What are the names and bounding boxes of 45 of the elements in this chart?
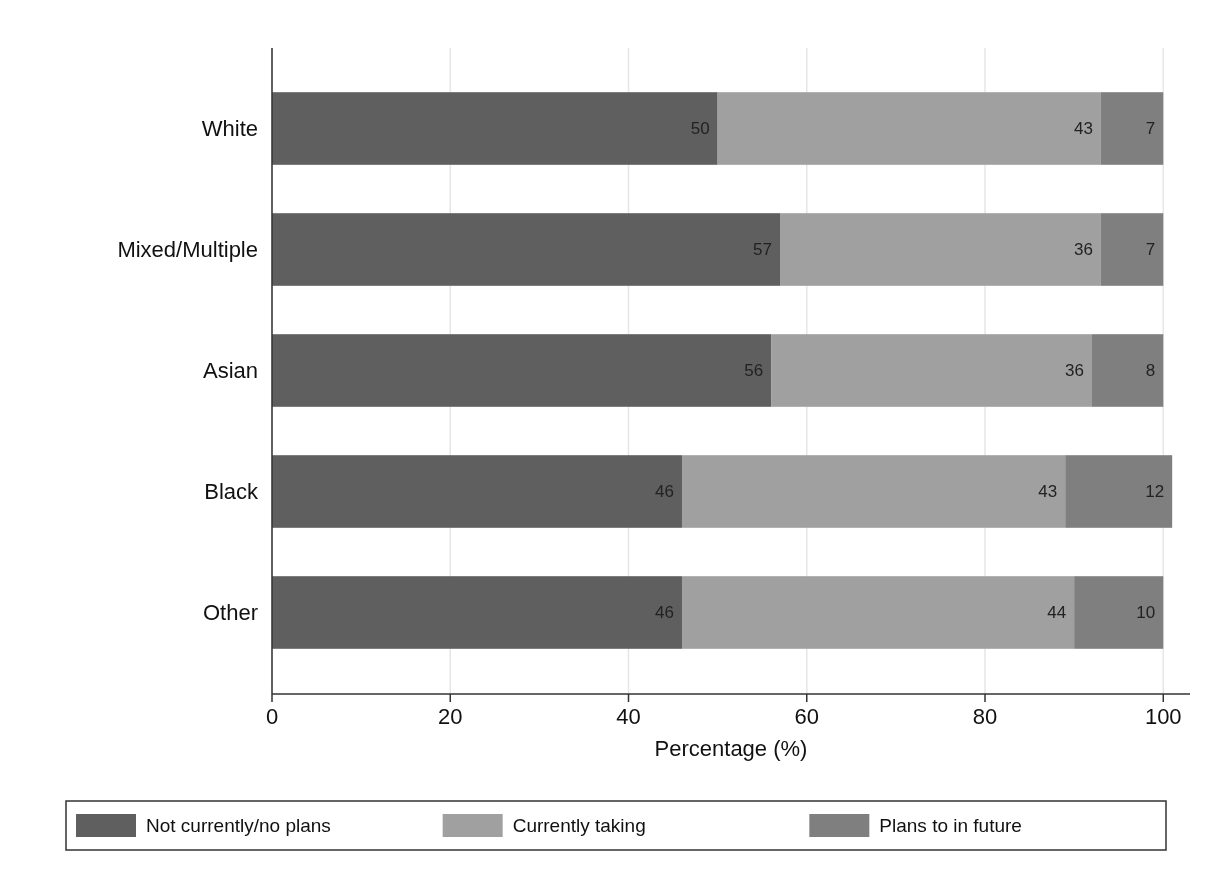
bar [780, 213, 1101, 286]
data-label: 46 [655, 603, 674, 623]
data-label: 10 [1136, 603, 1156, 623]
legend-label: Plans to in future [879, 815, 1022, 837]
x-tick-label: 0 [265, 704, 279, 729]
bar [272, 92, 718, 165]
y-tick-label: Black [204, 479, 259, 505]
data-label: 12 [1145, 482, 1165, 502]
data-label: 7 [1145, 119, 1156, 139]
bar [272, 213, 781, 286]
bar [272, 576, 682, 649]
data-label: 56 [744, 361, 764, 381]
bar [681, 455, 1066, 528]
bar [681, 576, 1075, 649]
bar [1074, 576, 1164, 649]
y-tick-label: Mixed/Multiple [117, 237, 258, 263]
legend-label: Currently taking [512, 815, 646, 837]
x-tick-label: 40 [616, 704, 641, 729]
y-tick-label: White [201, 116, 258, 142]
data-label: 43 [1038, 482, 1058, 502]
x-axis-title: Percentage (%) [654, 736, 808, 761]
data-label: 36 [1065, 361, 1084, 381]
y-tick-label: Asian [202, 358, 258, 384]
data-label: 7 [1145, 240, 1156, 260]
data-label: 46 [655, 482, 674, 502]
data-label: 44 [1047, 603, 1067, 623]
bar [272, 334, 772, 407]
bar [1065, 455, 1173, 528]
x-tick-label: 20 [438, 704, 463, 729]
y-tick-label: Other [202, 600, 258, 626]
data-label: 57 [753, 240, 773, 260]
data-label: 43 [1073, 119, 1093, 139]
bar [272, 455, 682, 528]
data-label: 36 [1073, 240, 1093, 260]
bar [771, 334, 1092, 407]
bar [1091, 334, 1164, 407]
legend-label: Not currently/no plans [146, 815, 331, 837]
x-tick-label: 100 [1144, 704, 1182, 729]
bar [717, 92, 1101, 165]
bar [1100, 92, 1164, 165]
bar [1100, 213, 1164, 286]
x-tick-label: 60 [794, 704, 819, 729]
x-tick-label: 80 [972, 704, 998, 729]
data-label: 8 [1145, 361, 1156, 381]
data-label: 50 [690, 119, 710, 139]
